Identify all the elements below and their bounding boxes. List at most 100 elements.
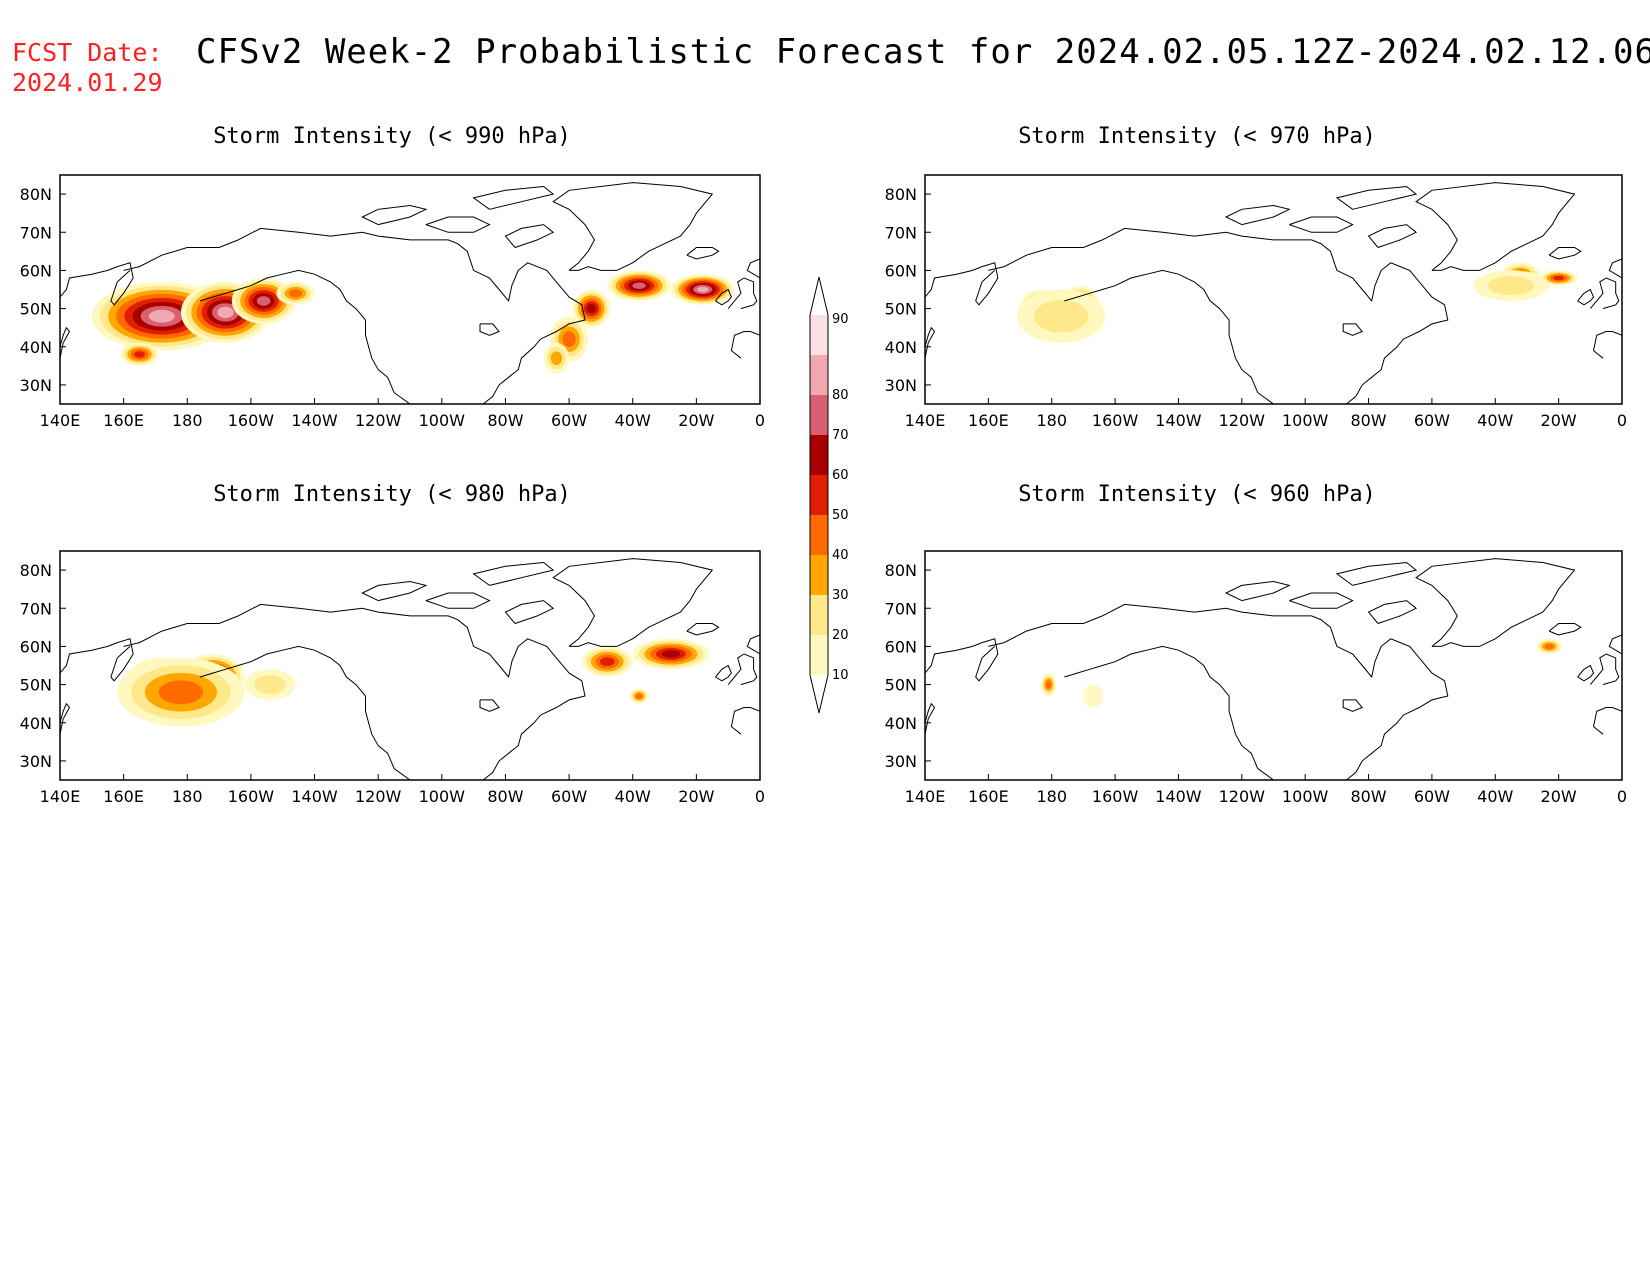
coastline [1367, 224, 1418, 248]
map-frame [59, 174, 761, 405]
coastline [1608, 634, 1622, 655]
lon-tick-label: 180 [1036, 787, 1067, 806]
colorbar-tick-label: 50 [832, 508, 849, 523]
colorbar: 10 20 30 40 50 60 70 80 90 [809, 276, 849, 714]
lon-tick-label: 40W [615, 787, 651, 806]
coastline [1548, 623, 1582, 636]
page-title: CFSv2 Week-2 Probabilistic Forecast for … [196, 32, 1650, 72]
coastline [123, 603, 586, 780]
probability-area [231, 278, 296, 324]
coastline [1064, 661, 1116, 678]
coastline [1415, 182, 1576, 271]
coastline [925, 262, 999, 306]
coastline [925, 638, 999, 682]
probability-area [276, 281, 315, 305]
lat-tick-label: 50N [885, 300, 917, 319]
lat-tick-label: 70N [20, 599, 52, 618]
colorbar-tick-label: 30 [832, 588, 849, 603]
lat-tick-label: 70N [885, 599, 917, 618]
coastline [425, 592, 491, 609]
lon-tick-label: 100W [419, 787, 466, 806]
coastline [1064, 285, 1116, 302]
colorbar-swatch [810, 355, 828, 395]
coastline [715, 288, 732, 306]
lon-tick-label: 80W [1350, 787, 1386, 806]
probability-area [1016, 289, 1106, 343]
lon-tick-label: 40W [615, 411, 651, 430]
colorbar-tick-label: 40 [832, 548, 849, 563]
coastline [1335, 561, 1418, 586]
coastline [552, 182, 714, 271]
lon-tick-label: 120W [355, 787, 402, 806]
lat-tick-label: 60N [20, 261, 52, 280]
probability-area [1539, 270, 1578, 286]
coastline [60, 262, 134, 306]
lon-tick-label: 140E [905, 787, 946, 806]
colorbar-swatch [810, 515, 828, 555]
lat-tick-label: 80N [885, 561, 917, 580]
coastline [1589, 653, 1620, 686]
lat-tick-label: 60N [885, 261, 917, 280]
fcst-date-value: 2024.01.29 [12, 68, 163, 97]
probability-area [1536, 638, 1562, 655]
lon-tick-label: 60W [1414, 787, 1450, 806]
probability-area [543, 342, 570, 374]
coastline [1224, 204, 1291, 226]
lon-tick-label: 140E [40, 787, 81, 806]
colorbar-tick-label: 20 [832, 628, 849, 643]
coastline [1577, 664, 1595, 682]
lat-tick-label: 50N [20, 300, 52, 319]
lon-tick-label: 0 [755, 411, 765, 430]
coastline [250, 645, 411, 780]
lon-tick-label: 20W [1541, 411, 1577, 430]
lon-tick-label: 60W [551, 787, 587, 806]
probability-area [120, 342, 159, 366]
coastline [1335, 185, 1418, 210]
probability-area [632, 638, 710, 670]
lon-tick-label: 80W [487, 411, 523, 430]
panel-title-990: Storm Intensity (< 990 hPa) [213, 124, 571, 149]
probability-area [629, 688, 649, 704]
colorbar-swatch [810, 395, 828, 435]
colorbar-swatch [810, 315, 828, 355]
lon-tick-label: 120W [355, 411, 402, 430]
lon-tick-label: 120W [1219, 411, 1266, 430]
lon-tick-label: 140W [1155, 411, 1202, 430]
lon-tick-label: 80W [487, 787, 523, 806]
probability-area [581, 646, 633, 677]
lat-tick-label: 30N [20, 752, 52, 771]
coastline [1589, 277, 1620, 310]
lat-tick-label: 40N [885, 714, 917, 733]
colorbar-swatch [810, 435, 828, 475]
coastline [925, 326, 936, 359]
coastline [746, 634, 760, 655]
panel-title-970: Storm Intensity (< 970 hPa) [1018, 124, 1376, 149]
lat-tick-label: 40N [20, 338, 52, 357]
coastline [425, 216, 491, 233]
panel-title-980: Storm Intensity (< 980 hPa) [213, 482, 571, 507]
coastline [746, 258, 760, 279]
probability-area [670, 274, 735, 305]
probability-area [1083, 684, 1103, 708]
lon-tick-label: 140W [1155, 787, 1202, 806]
lon-tick-label: 100W [1282, 787, 1329, 806]
map-frame [59, 550, 761, 781]
coastline [727, 653, 758, 686]
coastline [1342, 699, 1364, 712]
lon-tick-label: 160E [968, 787, 1009, 806]
probability-area [1473, 270, 1550, 301]
lon-tick-label: 0 [1617, 787, 1627, 806]
lon-tick-label: 160E [103, 787, 144, 806]
lat-tick-label: 30N [885, 376, 917, 395]
colorbar-swatch [810, 635, 828, 675]
colorbar-swatch [810, 555, 828, 595]
probability-area [117, 657, 245, 727]
coastline [1548, 247, 1582, 260]
map-panel-p990: 140E 160E 180 160W 140W 120W 100W 80W 60W 40W 20W 0… [20, 174, 765, 430]
lat-tick-label: 80N [885, 185, 917, 204]
colorbar-tick-label: 80 [832, 388, 849, 403]
map-panel-p960: 140E 160E 180 160W 140W 120W 100W 80W 60W 40W 20W 0… [885, 550, 1627, 806]
probability-area [607, 270, 671, 301]
lon-tick-label: 160E [968, 411, 1009, 430]
